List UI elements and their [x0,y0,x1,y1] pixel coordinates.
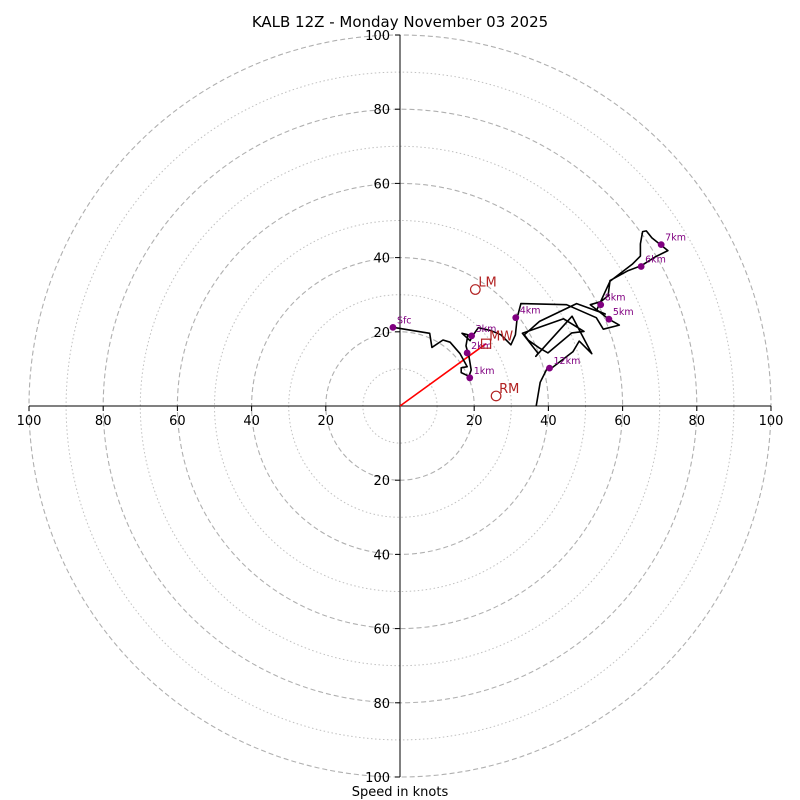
shear-vector-line [399,343,487,407]
chart-title: KALB 12Z - Monday November 03 2025 [252,13,548,31]
height-marker-label: 1km [474,366,495,377]
height-marker-dot [468,332,476,340]
storm-motion-markers: LM MW RM [469,276,519,402]
height-marker-dot [389,323,397,331]
y-tick-label: 40 [373,548,390,563]
x-tick-label: 60 [169,414,186,429]
x-tick-label: 60 [614,414,631,429]
storm-motion-label: LM [478,276,496,291]
x-axis-label: Speed in knots [352,785,449,800]
x-tick-label: 80 [689,414,706,429]
y-tick-label: 20 [373,326,390,341]
x-tick-label: 100 [759,414,784,429]
height-marker-dot [466,374,474,382]
height-marker-dot [657,241,665,249]
storm-motion-marker [480,338,492,349]
x-tick-label: 80 [95,414,112,429]
height-marker-dot [512,314,520,322]
y-tick-label: 80 [373,697,390,712]
height-marker-dot [597,301,605,309]
y-tick-label: 100 [365,29,390,44]
height-marker-label: Sfc [397,315,412,326]
x-tick-label: 100 [17,414,42,429]
x-tick-label: 40 [540,414,557,429]
hodograph-line [392,230,669,407]
storm-motion-label: RM [499,382,519,397]
axis-ticks: 100 80 60 40 20 20 40 60 80 100 100 80 60 40 20 20 40 60 8… [17,29,784,786]
height-marker-dot [605,315,613,323]
x-tick-label: 20 [318,414,335,429]
y-tick-label: 80 [373,103,390,118]
height-marker-label: 6km [645,255,666,266]
y-tick-label: 20 [373,474,390,489]
height-marker-label: 7km [665,233,686,244]
height-marker-dot [546,364,553,372]
x-tick-label: 40 [243,414,260,429]
height-marker-label: 5km [613,307,634,318]
y-tick-label: 40 [373,252,390,267]
storm-motion-marker [490,390,502,402]
y-tick-label: 100 [365,771,390,786]
height-marker-label: 3km [476,324,497,335]
height-marker-label: 12km [554,356,581,367]
height-marker-label: 4km [520,306,541,317]
height-marker-dot [637,263,645,270]
height-marker-dot [463,349,471,357]
wind-trace [392,230,669,407]
y-tick-label: 60 [373,623,390,638]
shear-vector [399,343,487,407]
y-tick-label: 60 [373,177,390,192]
height-marker-label: 8km [605,293,626,304]
storm-motion-marker [469,284,481,295]
storm-motion-label: MW [489,330,513,345]
x-tick-label: 20 [466,414,483,429]
